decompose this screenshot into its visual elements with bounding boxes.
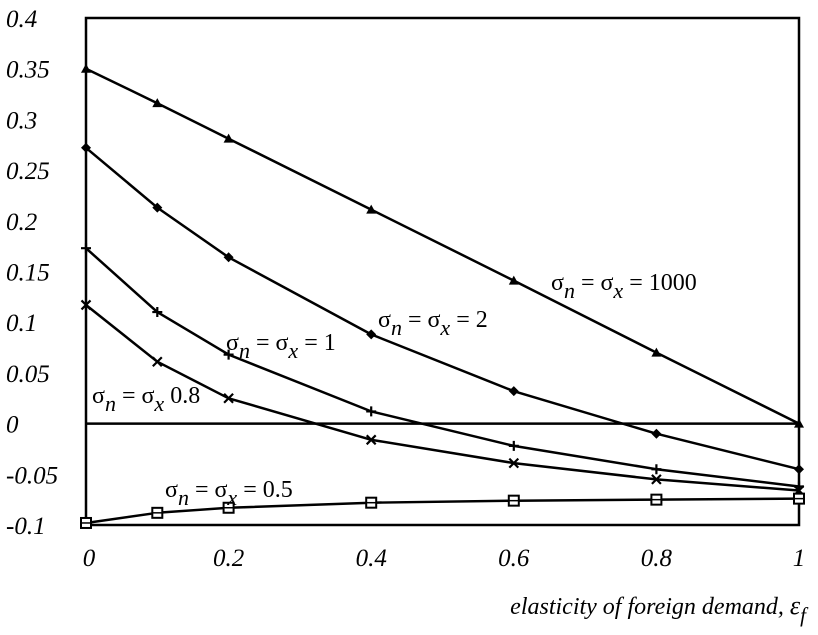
y-tick-label: 0 [6, 412, 19, 439]
series-label-0-5: σn = σx = 0.5 [165, 477, 293, 510]
y-tick-label: 0.05 [6, 361, 50, 388]
x-tick-label: 0.2 [213, 545, 244, 572]
data-point-1000 [651, 347, 662, 357]
y-tick-label: 0.25 [6, 158, 50, 185]
x-axis-label-subscript: f [800, 603, 809, 627]
data-point-1000 [508, 275, 519, 285]
y-tick-label: 0.4 [6, 6, 37, 33]
x-tick-label: 0.6 [498, 545, 530, 572]
data-point-1000 [81, 63, 91, 73]
data-point-2 [508, 386, 519, 397]
series-label-2: σn = σx = 2 [378, 307, 488, 340]
data-point-0-8 [508, 457, 520, 469]
data-point-1000 [152, 98, 163, 108]
series-markers [80, 63, 805, 529]
x-tick-label: 1 [793, 545, 806, 572]
series-label-1: σn = σx = 1 [226, 330, 336, 363]
data-point-0-8 [223, 392, 234, 404]
data-point-0-8 [365, 434, 377, 446]
data-point-1 [152, 307, 163, 318]
series-line-1000 [85, 67, 800, 425]
data-point-2 [223, 252, 234, 263]
data-point-2 [152, 202, 163, 213]
x-tick-label: 0.4 [356, 545, 387, 572]
data-point-1000 [223, 133, 234, 143]
series-label-0-8: σn = σx 0.8 [92, 383, 200, 416]
data-point-1 [366, 406, 377, 417]
data-point-0-8 [152, 356, 163, 368]
y-tick-label: 0.2 [6, 209, 37, 236]
data-point-2 [651, 428, 662, 439]
data-point-2 [81, 142, 91, 153]
data-point-1000 [366, 204, 377, 214]
x-axis-label-text: elasticity of foreign demand, [510, 594, 790, 620]
data-point-0-8 [651, 474, 662, 485]
data-point-1 [508, 440, 519, 451]
y-tick-label: 0.1 [6, 310, 37, 337]
data-point-1 [651, 464, 662, 475]
y-tick-label: 0.15 [6, 260, 50, 287]
series-line-2 [85, 146, 800, 471]
y-tick-label: 0.3 [6, 107, 37, 134]
series-labels: σn = σx = 1000 σn = σx = 2 σn = σx = 1 σn =… [92, 270, 697, 510]
y-axis-ticks: 0.4 0.35 0.3 0.25 0.2 0.15 0.1 0.05 0 -0.05 -0.1 [6, 6, 58, 540]
plot-frame [84, 16, 801, 527]
x-axis-ticks: 0 0.2 0.4 0.6 0.8 1 [83, 545, 806, 572]
series-label-1000: σn = σx = 1000 [551, 270, 697, 303]
x-axis-label-symbol: ε [790, 591, 801, 620]
data-point-1000 [794, 418, 804, 428]
data-point-1 [223, 349, 234, 360]
data-point-2 [366, 329, 377, 340]
data-point-2 [794, 464, 804, 475]
y-tick-label: -0.05 [6, 462, 58, 489]
y-tick-label: -0.1 [6, 513, 46, 540]
x-tick-label: 0 [83, 545, 96, 572]
x-axis-label: elasticity of foreign demand, εf [510, 591, 809, 627]
y-tick-label: 0.35 [6, 57, 50, 84]
data-point-1 [81, 243, 91, 254]
x-tick-label: 0.8 [641, 545, 673, 572]
data-point-0-8 [80, 299, 92, 311]
